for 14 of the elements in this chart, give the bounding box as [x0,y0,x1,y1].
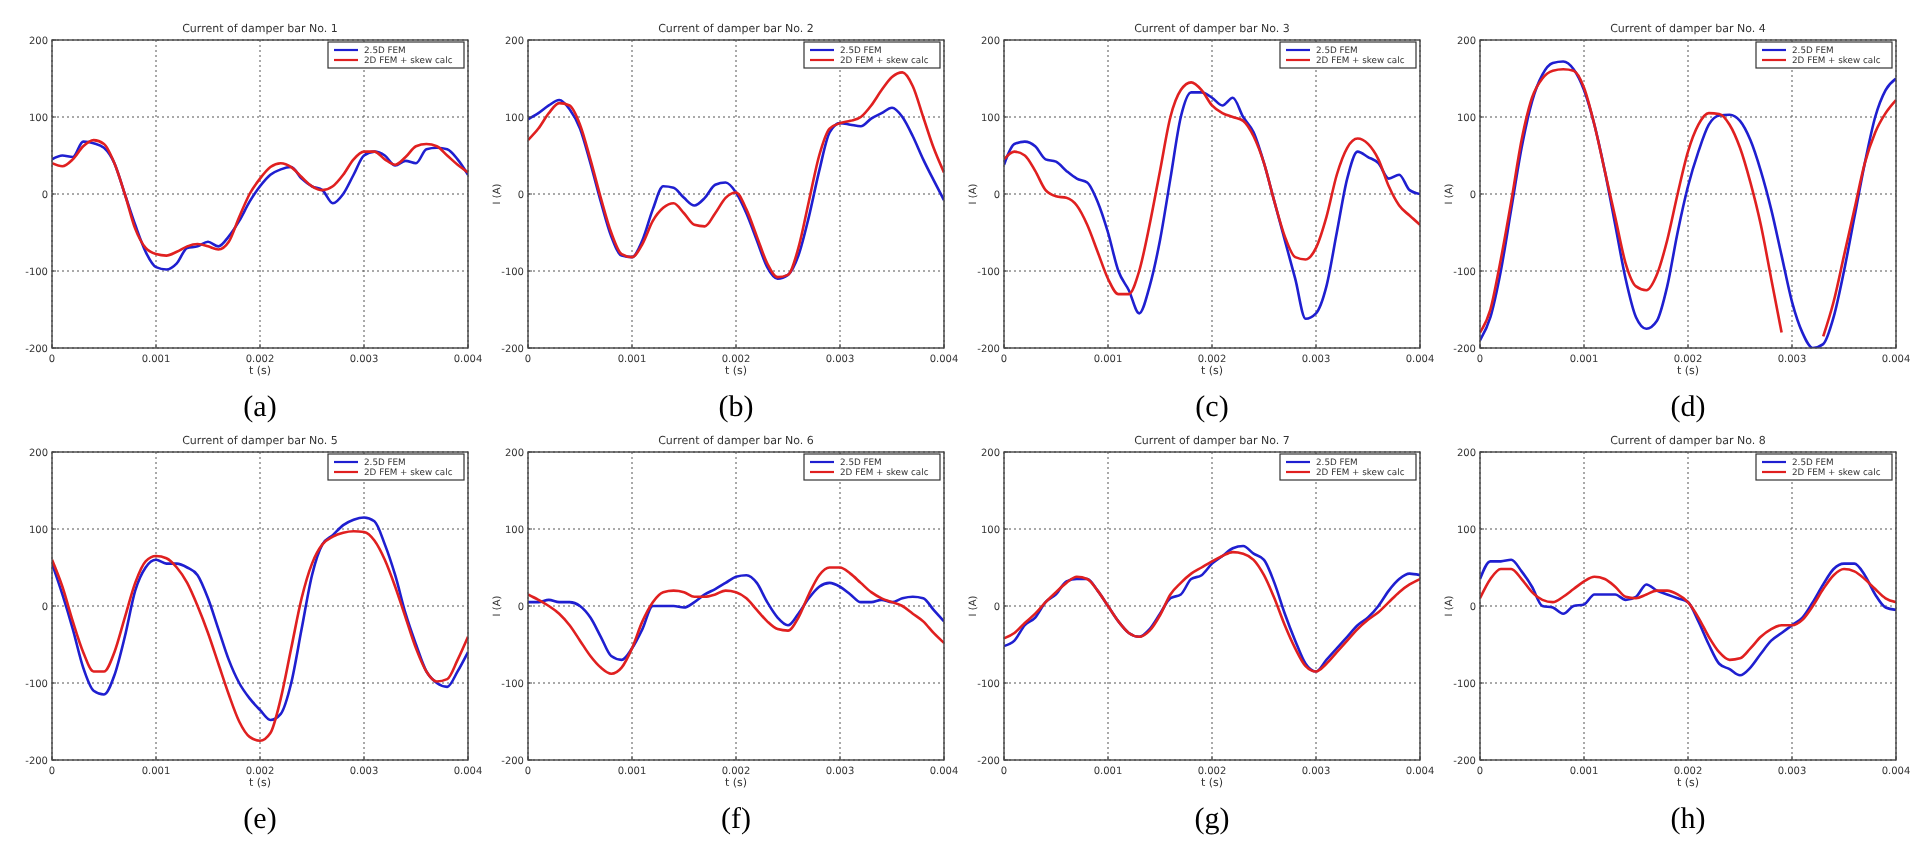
text: (f) [721,804,751,836]
line-series [528,566,944,676]
text: (e) [243,804,277,836]
text: (h) [1670,804,1706,836]
text: (a) [243,392,277,424]
line-series [528,573,944,662]
text: (b) [718,392,754,424]
text: (g) [1194,804,1230,836]
line-series [1480,558,1896,677]
text: (c) [1195,392,1229,424]
text: (d) [1670,392,1706,424]
line-series [1480,567,1896,662]
line-series [52,516,468,722]
line-series [52,530,468,743]
